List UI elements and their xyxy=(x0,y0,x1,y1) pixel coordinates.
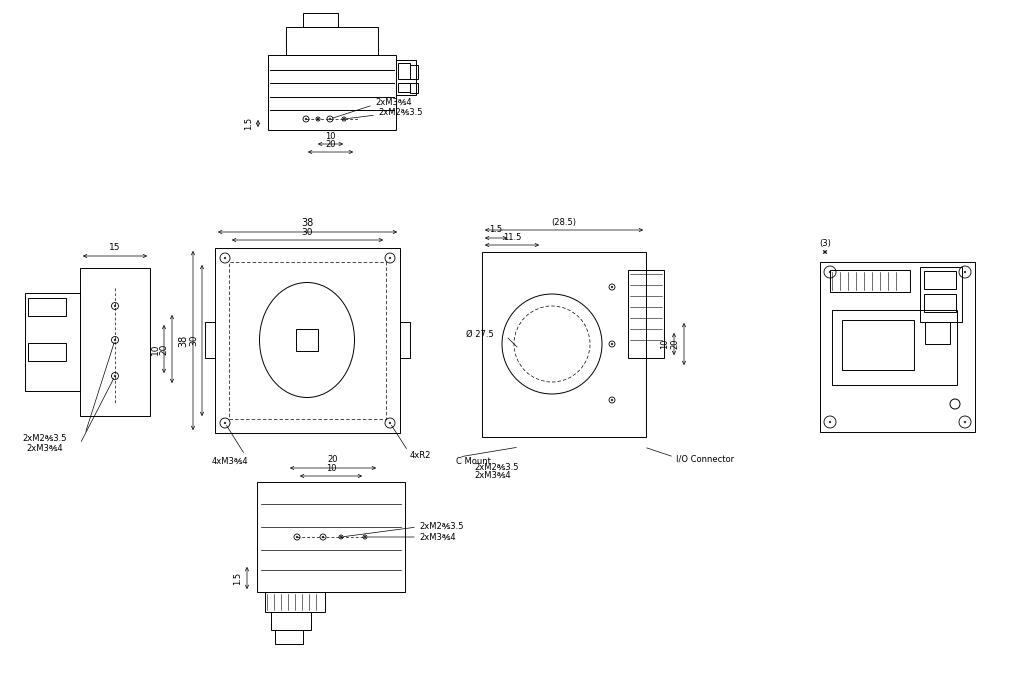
Text: 20: 20 xyxy=(159,343,168,355)
Bar xyxy=(398,63,410,79)
Text: 10: 10 xyxy=(325,132,336,141)
Bar xyxy=(925,322,950,344)
Bar xyxy=(398,83,410,92)
Bar xyxy=(80,268,150,416)
Text: 10: 10 xyxy=(151,343,160,355)
Bar xyxy=(400,322,410,358)
Bar xyxy=(25,293,80,391)
Text: 4xR2: 4xR2 xyxy=(410,451,432,459)
Text: C Mount: C Mount xyxy=(456,456,491,466)
Text: 10: 10 xyxy=(660,339,670,349)
Bar xyxy=(920,267,962,322)
Bar xyxy=(28,343,66,361)
Bar xyxy=(286,27,378,55)
Text: 38: 38 xyxy=(302,218,313,228)
Text: 2xM2℁3.5: 2xM2℁3.5 xyxy=(378,108,422,116)
Text: 1.5: 1.5 xyxy=(233,571,242,584)
Bar xyxy=(482,252,646,437)
Bar xyxy=(396,60,416,95)
Text: 10: 10 xyxy=(325,464,336,473)
Bar xyxy=(268,55,396,130)
Bar xyxy=(924,294,956,312)
Text: 30: 30 xyxy=(302,228,313,237)
Text: 4xM3℁4: 4xM3℁4 xyxy=(212,456,248,466)
Bar xyxy=(205,322,215,358)
Text: 20: 20 xyxy=(670,339,679,349)
Text: 38: 38 xyxy=(178,335,188,346)
Bar xyxy=(410,65,418,79)
Text: Ø 27.5: Ø 27.5 xyxy=(466,330,493,339)
Text: (3): (3) xyxy=(819,239,831,248)
Bar xyxy=(410,83,418,93)
Text: 2xM2℁3.5: 2xM2℁3.5 xyxy=(474,463,518,472)
Text: 1.5: 1.5 xyxy=(489,225,503,234)
Text: 20: 20 xyxy=(328,455,338,464)
Bar xyxy=(229,262,386,419)
Bar xyxy=(296,329,318,351)
Text: 30: 30 xyxy=(188,335,198,346)
Text: 20: 20 xyxy=(325,140,336,149)
Bar xyxy=(271,612,311,630)
Bar xyxy=(842,320,914,370)
Text: I/O Connector: I/O Connector xyxy=(676,454,734,463)
Text: 2xM2℁3.5: 2xM2℁3.5 xyxy=(419,522,464,531)
Bar xyxy=(258,482,405,592)
Text: 2xM2℁3.5: 2xM2℁3.5 xyxy=(23,433,67,442)
Bar xyxy=(628,270,664,358)
Bar xyxy=(924,271,956,289)
Text: 1.5: 1.5 xyxy=(244,117,253,130)
Text: 11.5: 11.5 xyxy=(503,233,521,242)
Text: 2xM3℁4: 2xM3℁4 xyxy=(375,97,412,106)
Text: 2xM3℁4: 2xM3℁4 xyxy=(474,470,511,480)
Bar xyxy=(832,310,957,385)
Bar xyxy=(830,270,909,292)
Bar xyxy=(820,262,975,432)
Text: 15: 15 xyxy=(109,243,121,252)
Bar xyxy=(275,630,303,644)
Bar xyxy=(28,298,66,316)
Text: (28.5): (28.5) xyxy=(551,218,577,227)
Bar xyxy=(215,248,400,433)
Text: 2xM3℁4: 2xM3℁4 xyxy=(419,533,455,542)
Text: 2xM3℁4: 2xM3℁4 xyxy=(27,444,63,452)
Bar xyxy=(303,13,338,27)
Bar xyxy=(265,592,325,612)
